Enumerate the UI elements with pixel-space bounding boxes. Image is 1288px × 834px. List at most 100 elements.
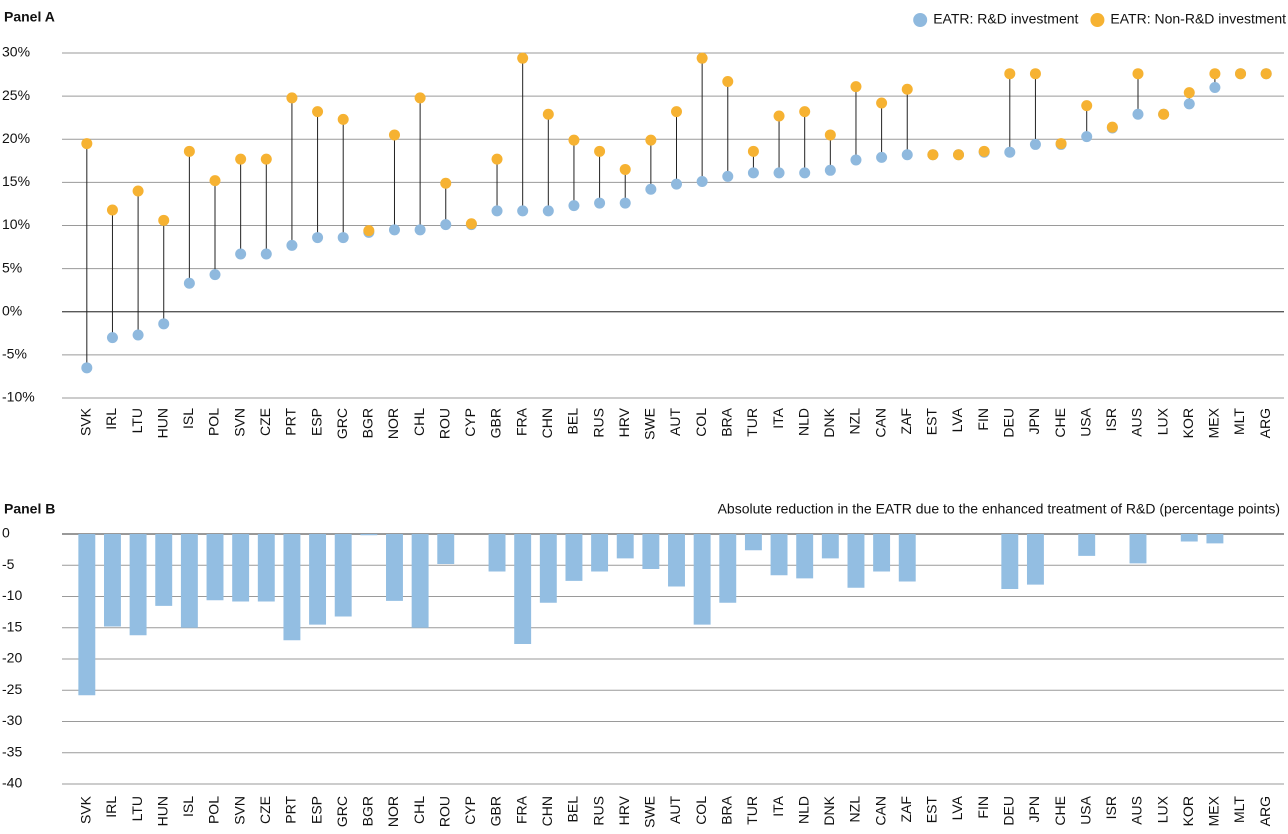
x-tick-label: CHN xyxy=(539,408,555,438)
x-tick-label: COL xyxy=(693,408,709,437)
y-tick-label: 25% xyxy=(2,87,30,103)
x-tick-label: JPN xyxy=(1026,408,1042,434)
x-tick-label: HUN xyxy=(154,408,170,438)
x-tick-label: FIN xyxy=(975,408,991,431)
x-tick-label: ISL xyxy=(180,408,196,429)
dot xyxy=(850,81,862,93)
dot xyxy=(363,225,375,237)
dot xyxy=(106,332,118,344)
dot xyxy=(850,154,862,166)
x-tick-label: EST xyxy=(924,408,940,436)
dot xyxy=(235,248,247,260)
dot xyxy=(1004,146,1016,158)
dot xyxy=(824,164,836,176)
y-tick-label: -10% xyxy=(2,389,35,405)
dot xyxy=(645,134,657,146)
x-tick-label: FRA xyxy=(513,407,529,436)
bar xyxy=(386,534,403,601)
x-tick-label: AUS xyxy=(1129,408,1145,437)
x-tick-label: CHN xyxy=(539,796,555,826)
dot xyxy=(1209,82,1221,93)
bar xyxy=(1129,534,1147,564)
x-tick-label: BEL xyxy=(565,796,581,823)
dot xyxy=(1081,131,1093,143)
dot xyxy=(773,167,785,179)
x-tick-label: CAN xyxy=(872,796,888,826)
y-tick-label: -25 xyxy=(2,681,22,697)
dot xyxy=(388,129,400,141)
dot xyxy=(542,205,554,217)
bar xyxy=(180,534,198,628)
x-tick-label: ESP xyxy=(308,408,324,436)
dot xyxy=(312,232,324,244)
panel-b-subtitle: Absolute reduction in the EATR due to th… xyxy=(718,501,1280,517)
bar xyxy=(668,534,685,587)
x-tick-label: CYP xyxy=(462,408,478,437)
x-tick-label: NZL xyxy=(847,796,863,823)
x-tick-label: TUR xyxy=(744,408,760,437)
dot xyxy=(1132,68,1144,80)
x-tick-label: IRL xyxy=(103,408,119,430)
bar xyxy=(103,534,121,627)
bar xyxy=(821,534,839,559)
x-tick-label: RUS xyxy=(590,796,606,826)
dot xyxy=(1183,87,1195,99)
x-tick-label: KOR xyxy=(1180,408,1196,438)
x-tick-label: MEX xyxy=(1206,795,1222,826)
x-tick-label: CHL xyxy=(411,408,427,436)
bar xyxy=(232,534,250,602)
dot xyxy=(388,224,400,236)
y-tick-label: -10 xyxy=(2,587,22,603)
dot xyxy=(158,318,170,330)
x-tick-label: HRV xyxy=(616,795,632,825)
dot xyxy=(1004,68,1016,80)
dot xyxy=(414,224,426,236)
dot xyxy=(953,149,965,161)
bar xyxy=(898,534,916,582)
bar xyxy=(488,534,506,572)
x-tick-label: SVN xyxy=(231,408,247,437)
bar xyxy=(437,534,455,564)
dot xyxy=(722,170,734,182)
bar xyxy=(334,534,352,617)
dot xyxy=(260,248,272,260)
x-tick-label: COL xyxy=(693,796,709,825)
bar xyxy=(360,534,378,536)
dot xyxy=(312,106,324,118)
dot xyxy=(81,138,93,150)
bar xyxy=(1180,534,1198,542)
dot xyxy=(286,92,298,104)
x-tick-label: JPN xyxy=(1026,796,1042,822)
dot xyxy=(158,214,170,226)
dot xyxy=(337,113,349,125)
y-tick-label: -20 xyxy=(2,650,22,666)
dot xyxy=(183,277,195,289)
bar xyxy=(847,534,865,588)
bar xyxy=(770,534,788,576)
x-tick-label: CYP xyxy=(462,796,478,825)
x-tick-label: ISR xyxy=(1103,796,1119,819)
x-tick-label: RUS xyxy=(590,408,606,438)
dot xyxy=(747,167,759,179)
x-tick-label: BRA xyxy=(718,407,734,436)
x-tick-label: BEL xyxy=(565,408,581,435)
bar xyxy=(1078,534,1096,556)
x-tick-label: NOR xyxy=(385,796,401,827)
bar xyxy=(642,534,660,569)
y-tick-label: -5% xyxy=(2,346,27,362)
dot xyxy=(799,106,811,118)
dot xyxy=(619,197,631,209)
dot xyxy=(978,145,990,157)
dot xyxy=(901,149,913,161)
x-tick-label: USA xyxy=(1077,795,1093,824)
x-tick-label: LTU xyxy=(129,408,145,433)
y-tick-label: -30 xyxy=(2,712,22,728)
x-tick-label: SVN xyxy=(231,796,247,825)
legend-label: EATR: Non-R&D investment xyxy=(1110,11,1286,27)
bar xyxy=(565,534,583,581)
dot xyxy=(414,92,426,104)
dot xyxy=(1029,138,1041,150)
dot xyxy=(1081,100,1093,112)
bar xyxy=(873,534,891,572)
x-tick-label: ZAF xyxy=(898,796,914,822)
